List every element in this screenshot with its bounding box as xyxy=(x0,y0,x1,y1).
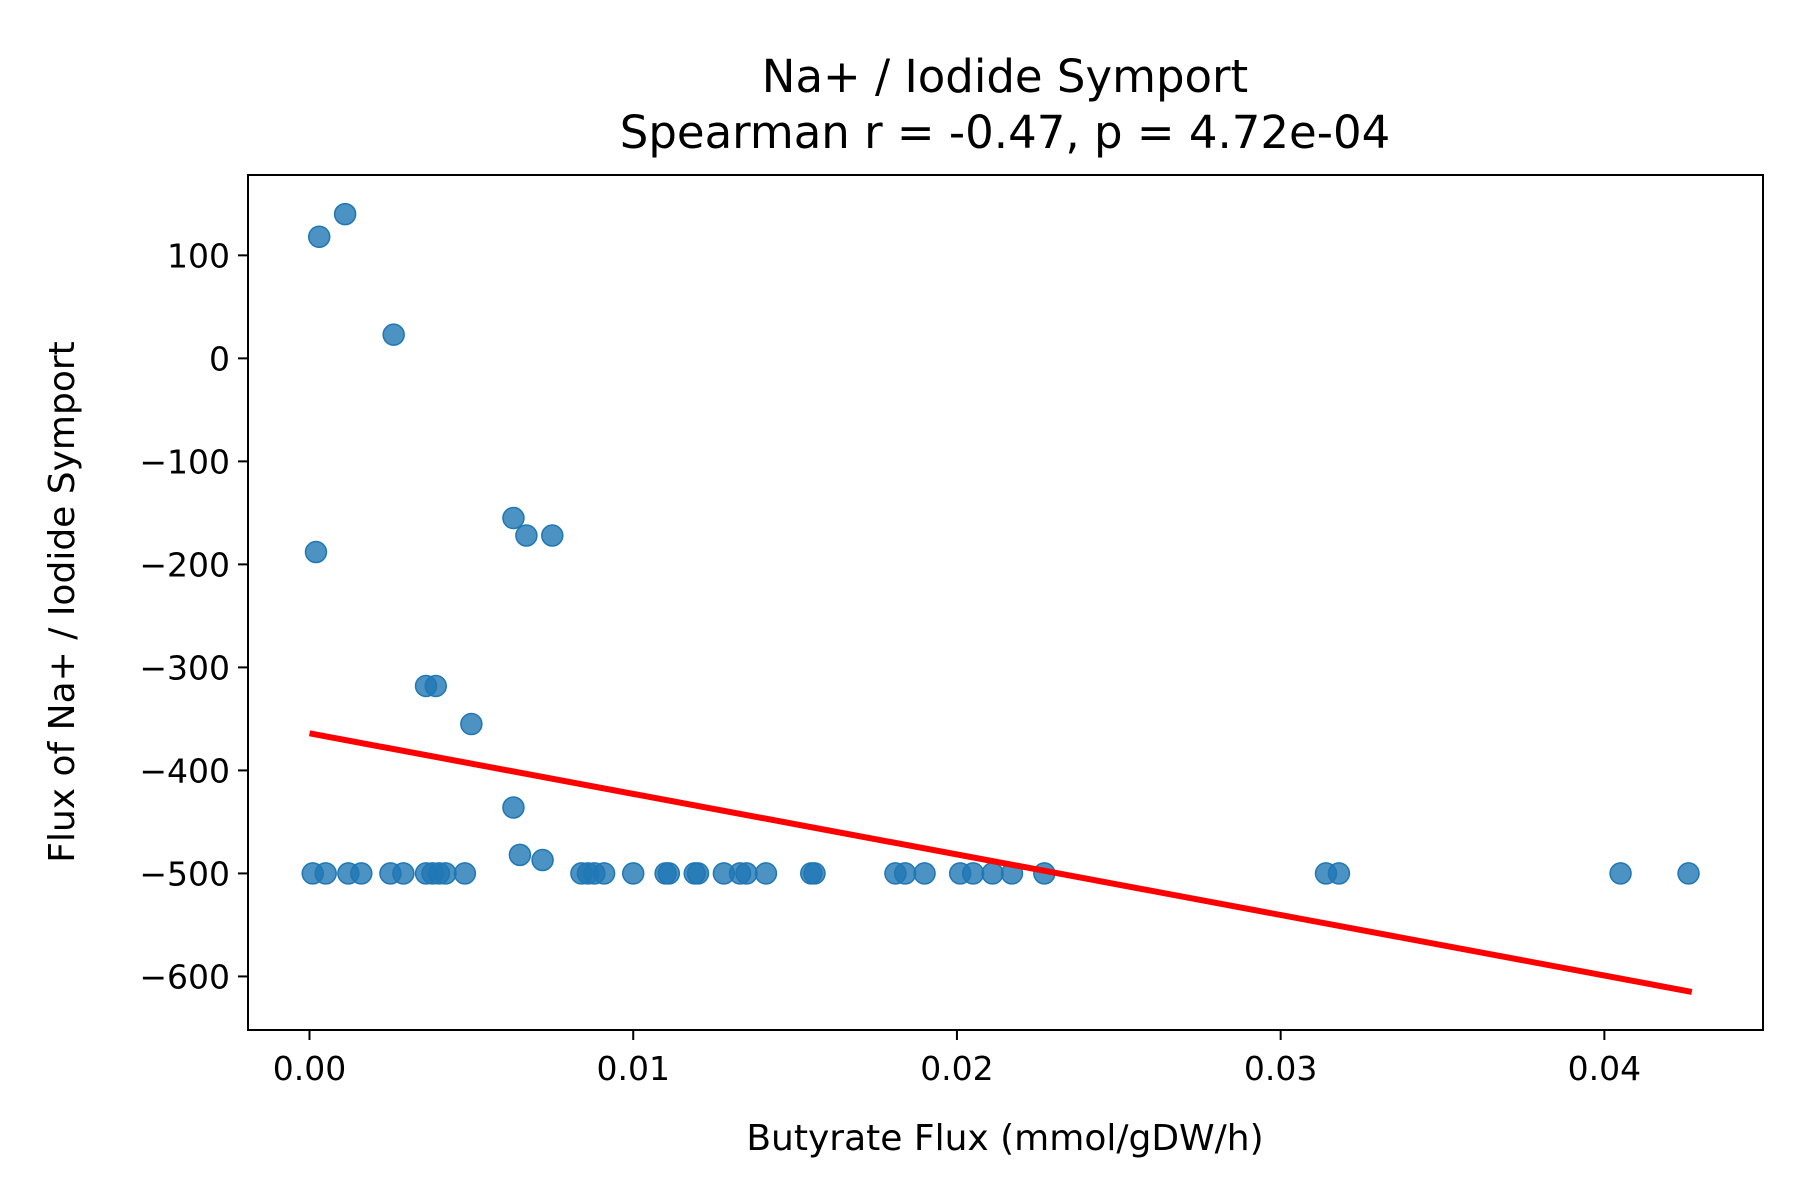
x-tick-label: 0.01 xyxy=(596,1049,669,1088)
data-point xyxy=(1327,862,1351,885)
y-axis-ticks: 100 0 −100 −200 −300 −400 −500 −600 xyxy=(139,236,248,996)
points-layer xyxy=(301,202,1700,885)
data-point xyxy=(531,848,554,872)
x-tick-label: 0.02 xyxy=(920,1049,993,1088)
y-tick-label: −300 xyxy=(139,648,230,687)
data-point xyxy=(981,862,1004,885)
data-point xyxy=(1609,862,1632,885)
x-axis-label: Butyrate Flux (mmol/gDW/h) xyxy=(746,1118,1263,1159)
data-point xyxy=(333,202,357,226)
data-point xyxy=(754,862,778,885)
data-point xyxy=(314,862,337,885)
data-point xyxy=(382,323,405,346)
x-axis-ticks: 0.00 0.01 0.02 0.03 0.04 xyxy=(273,1030,1641,1088)
x-tick-label: 0.00 xyxy=(273,1049,346,1088)
y-tick-label: −400 xyxy=(139,751,230,790)
y-tick-label: −100 xyxy=(139,442,230,481)
data-point xyxy=(657,862,681,885)
x-tick-label: 0.03 xyxy=(1244,1049,1317,1088)
data-point xyxy=(453,862,477,885)
x-tick-label: 0.04 xyxy=(1568,1049,1641,1088)
data-point xyxy=(515,524,538,547)
plot-frame xyxy=(247,174,1764,1031)
data-point xyxy=(508,843,532,867)
y-axis-label: Flux of Na+ / Iodide Symport xyxy=(42,341,83,863)
data-point xyxy=(621,862,645,885)
data-point xyxy=(893,862,917,885)
data-point xyxy=(735,862,758,885)
data-point xyxy=(460,712,483,736)
data-point xyxy=(913,862,936,885)
regression-line-layer xyxy=(308,730,1693,995)
data-point xyxy=(392,862,415,885)
data-point xyxy=(502,796,525,819)
y-tick-label: 100 xyxy=(167,236,230,275)
y-tick-label: −500 xyxy=(139,854,230,893)
chart-subtitle: Spearman r = -0.47, p = 4.72e-04 xyxy=(620,106,1390,159)
regression-line xyxy=(308,730,1693,995)
chart-title: Na+ / Iodide Symport xyxy=(762,50,1248,103)
data-point xyxy=(961,862,985,885)
data-point xyxy=(1677,862,1700,885)
data-point xyxy=(803,862,826,885)
data-point xyxy=(307,225,331,249)
data-point xyxy=(686,862,710,885)
data-point xyxy=(592,862,616,885)
data-point xyxy=(304,540,328,564)
y-tick-label: −200 xyxy=(139,545,230,584)
data-point xyxy=(502,506,525,530)
y-tick-label: 0 xyxy=(209,339,230,378)
data-point xyxy=(434,862,457,885)
y-tick-label: −600 xyxy=(139,957,230,996)
data-point xyxy=(350,862,373,885)
data-point xyxy=(541,524,564,547)
data-point xyxy=(424,674,448,698)
